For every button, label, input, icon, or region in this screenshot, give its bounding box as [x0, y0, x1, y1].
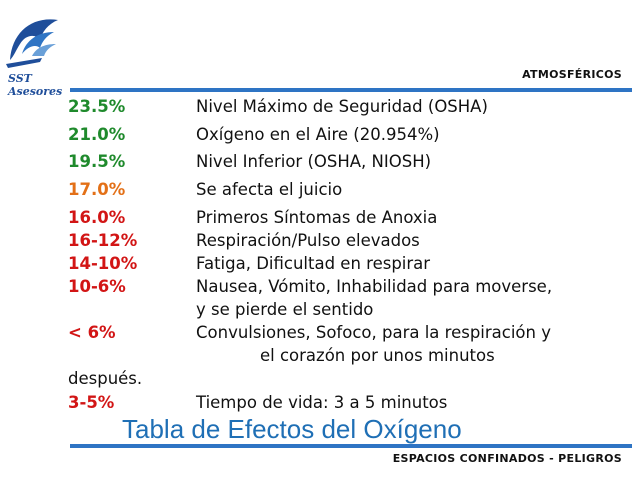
company-logo: SST Asesores [2, 10, 68, 98]
logo-text-sst: SST [8, 72, 32, 85]
slide-title: Tabla de Efectos del Oxígeno [122, 414, 462, 444]
helmet-wing-icon [6, 19, 58, 68]
footer-divider [70, 444, 632, 448]
logo-text-asesores: Asesores [8, 85, 63, 98]
effect-description: Oxígeno en el Aire (20.954%) [196, 125, 440, 144]
effect-description: Primeros Síntomas de Anoxia [196, 208, 438, 227]
oxygen-level: 16.0% [68, 208, 126, 227]
effect-description: Nausea, Vómito, Inhabilidad para moverse… [196, 277, 553, 296]
effect-description: Se afecta el juicio [196, 180, 343, 199]
effect-description: Nivel Máximo de Seguridad (OSHA) [196, 97, 488, 116]
oxygen-level: 23.5% [68, 97, 126, 116]
oxygen-level: 16-12% [68, 231, 138, 250]
oxygen-level: 19.5% [68, 152, 126, 171]
effect-description-cont: y se pierde el sentido [196, 300, 374, 319]
oxygen-level: 14-10% [68, 254, 138, 273]
oxygen-level: 21.0% [68, 125, 126, 144]
effect-description: Fatiga, Dificultad en respirar [196, 254, 431, 273]
oxygen-level: 3-5% [68, 393, 115, 412]
footer-label: ESPACIOS CONFINADOS - PELIGROS [392, 452, 622, 465]
oxygen-level: < 6% [68, 323, 116, 342]
oxygen-level: 10-6% [68, 277, 126, 296]
effect-description: Nivel Inferior (OSHA, NIOSH) [196, 152, 432, 171]
effect-description-cont: después. [68, 369, 143, 388]
header-divider [70, 88, 632, 92]
effect-description-cont: el corazón por unos minutos [260, 346, 495, 365]
effect-description: Tiempo de vida: 3 a 5 minutos [196, 393, 448, 412]
category-label: ATMOSFÉRICOS [522, 68, 622, 81]
effect-description: Respiración/Pulso elevados [196, 231, 420, 250]
effect-description: Convulsiones, Sofoco, para la respiració… [196, 323, 551, 342]
oxygen-level: 17.0% [68, 180, 126, 199]
